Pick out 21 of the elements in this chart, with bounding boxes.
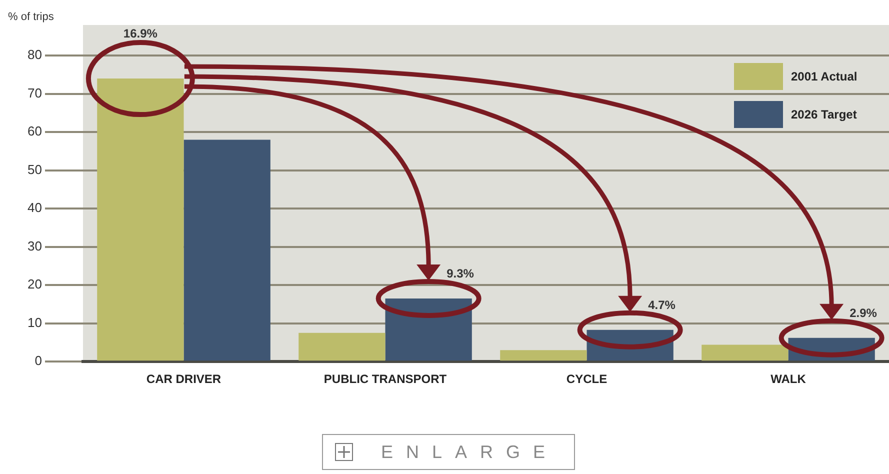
y-tick-label: 60: [28, 124, 42, 139]
x-tick-label: CAR DRIVER: [146, 372, 222, 386]
text: ENLARGE: [381, 442, 558, 462]
x-tick-label: WALK: [770, 372, 806, 386]
y-tick-label: 10: [28, 314, 42, 330]
annotation: 16.9%: [123, 26, 158, 41]
x-tick-label: PUBLIC TRANSPORT: [324, 372, 448, 386]
y-tick-label: 20: [28, 276, 42, 292]
y-tick-label: 40: [28, 200, 42, 216]
legend-label: 2026 Target: [791, 107, 857, 122]
legend-label: 2001 Actual: [791, 69, 858, 84]
annotation: 2.9%: [850, 306, 878, 320]
y-tick-label: 70: [28, 85, 42, 100]
annotation: 9.3%: [446, 266, 474, 280]
x-tick-label: CYCLE: [566, 372, 608, 386]
annotation: 4.7%: [648, 298, 676, 312]
y-tick-label: 30: [28, 238, 42, 254]
y-tick-label: 0: [34, 353, 42, 368]
y-tick-label: 80: [28, 47, 42, 62]
y-tick-label: 50: [28, 162, 42, 177]
y-axis-title: % of trips: [8, 11, 54, 23]
